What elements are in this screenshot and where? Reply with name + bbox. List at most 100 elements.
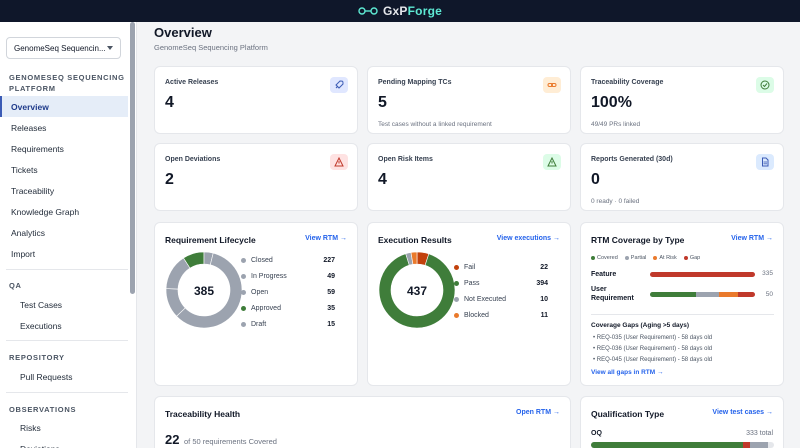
donut-total: 437: [406, 284, 428, 298]
bar-segment: [750, 442, 769, 448]
sidebar-divider: [6, 269, 128, 270]
coverage-gap-item[interactable]: • REQ-035 (User Requirement) - 58 days o…: [593, 335, 713, 341]
kpi-card-reports-generated[interactable]: Reports Generated (30d) 0 0 ready · 0 fa…: [580, 143, 784, 211]
observations-section-title: OBSERVATIONS: [9, 405, 77, 414]
sidebar-item-deviations[interactable]: Deviations: [0, 438, 128, 448]
project-section-title-line1: GENOMESEQ SEQUENCING: [9, 73, 125, 82]
document-icon: [756, 154, 774, 170]
legend-item: At Risk: [653, 255, 677, 261]
brand-name[interactable]: GxPForge: [383, 4, 442, 18]
kpi-card-pending-mapping[interactable]: Pending Mapping TCs 5 Test cases without…: [367, 66, 571, 134]
legend-value: 59: [327, 288, 335, 296]
sidebar-divider: [6, 340, 128, 341]
kpi-hint: 0 ready · 0 failed: [591, 198, 640, 205]
donut-slice-closed[interactable]: [176, 252, 243, 329]
kpi-card-active-releases[interactable]: Active Releases 4: [154, 66, 358, 134]
view-all-gaps-link[interactable]: View all gaps in RTM →: [591, 369, 664, 376]
panel-divider: [591, 314, 774, 315]
project-section-title-line2: PLATFORM: [9, 84, 56, 93]
legend-dot: [241, 257, 246, 263]
requirement-lifecycle-donut: [165, 251, 243, 329]
kpi-value: 5: [378, 94, 387, 111]
sidebar-item-traceability[interactable]: Traceability: [11, 185, 55, 196]
panel-title: Requirement Lifecycle: [165, 235, 256, 245]
panel-title: RTM Coverage by Type: [591, 235, 685, 245]
donut-slice-pass[interactable]: [378, 253, 456, 329]
bar-segment: [591, 442, 743, 448]
coverage-gap-item[interactable]: • REQ-045 (User Requirement) - 58 days o…: [593, 357, 713, 363]
legend-label: Open: [251, 288, 269, 296]
kpi-card-open-risk-items[interactable]: Open Risk Items 4: [367, 143, 571, 211]
project-section-title: GENOMESEQ SEQUENCING PLATFORM: [9, 72, 125, 94]
kpi-label: Active Releases: [165, 79, 219, 86]
sidebar: GenomeSeq Sequencin... GENOMESEQ SEQUENC…: [0, 22, 137, 448]
open-rtm-link[interactable]: Open RTM →: [516, 409, 560, 416]
sidebar-item-requirements[interactable]: Requirements: [11, 143, 64, 154]
kpi-value: 100%: [591, 94, 632, 111]
bar-segment: [742, 442, 751, 448]
legend-row: Not Executed 10: [454, 293, 548, 305]
legend-label: Gap: [689, 255, 701, 261]
project-select[interactable]: GenomeSeq Sequencin...: [6, 37, 121, 59]
covered-count-subtitle: of 50 requirements Covered: [184, 437, 277, 446]
legend-row: Open 59: [241, 286, 335, 298]
chevron-down-icon: [107, 46, 113, 50]
legend-dot: [241, 305, 246, 311]
sidebar-item-executions[interactable]: Executions: [20, 320, 62, 331]
kpi-label: Reports Generated (30d): [591, 156, 673, 163]
view-executions-link[interactable]: View executions →: [496, 235, 560, 242]
coverage-legend: Covered Partial At Risk Gap: [591, 255, 700, 261]
rocket-icon: [330, 77, 348, 93]
legend-label: Draft: [251, 320, 267, 328]
bar-segment: [650, 292, 697, 297]
sidebar-item-analytics[interactable]: Analytics: [11, 227, 46, 238]
legend-value: 227: [323, 256, 335, 264]
brand-prefix: GxP: [383, 4, 408, 18]
legend-value: 10: [540, 295, 548, 303]
sidebar-item-knowledge-graph[interactable]: Knowledge Graph: [11, 206, 80, 217]
legend-dot: [241, 321, 246, 327]
kpi-value: 0: [591, 171, 600, 188]
legend-dot: [454, 312, 459, 318]
sidebar-item-risks[interactable]: Risks: [20, 422, 41, 433]
sidebar-item-pull-requests[interactable]: Pull Requests: [20, 371, 73, 382]
donut-slice-blocked[interactable]: [410, 251, 418, 265]
legend-row: In Progress 49: [241, 270, 335, 282]
kpi-value: 4: [165, 94, 174, 111]
coverage-gaps-title: Coverage Gaps (Aging >5 days): [591, 322, 690, 329]
sidebar-item-releases[interactable]: Releases: [11, 122, 47, 133]
coverage-gap-item[interactable]: • REQ-036 (User Requirement) - 58 days o…: [593, 346, 713, 352]
bar-segment: [719, 292, 739, 297]
page-title: Overview: [154, 25, 212, 40]
donut-slice-open[interactable]: [165, 257, 191, 290]
warning-icon: [330, 154, 348, 170]
legend-label: Fail: [464, 263, 476, 271]
sidebar-item-import[interactable]: Import: [11, 248, 36, 259]
legend-label: Closed: [251, 256, 273, 264]
legend-value: 22: [540, 263, 548, 271]
traceability-health-panel: Traceability Health Open RTM → 22 of 50 …: [154, 396, 571, 448]
execution-results-panel: Execution Results View executions → 437 …: [367, 222, 571, 386]
kpi-card-traceability-coverage[interactable]: Traceability Coverage 100% 49/49 PRs lin…: [580, 66, 784, 134]
view-rtm-link[interactable]: View RTM →: [305, 235, 347, 242]
sidebar-scrollbar[interactable]: [130, 22, 135, 294]
sidebar-item-overview[interactable]: Overview: [0, 96, 128, 117]
view-test-cases-link[interactable]: View test cases →: [712, 409, 773, 416]
kpi-label: Traceability Coverage: [591, 79, 664, 86]
warning-icon: [543, 154, 561, 170]
legend-label: Blocked: [464, 311, 489, 319]
donut-total: 385: [193, 284, 215, 298]
execution-results-donut: [378, 251, 456, 329]
page-subtitle: GenomeSeq Sequencing Platform: [154, 43, 268, 52]
legend-item: Gap: [683, 255, 701, 261]
qualification-bar: [591, 442, 774, 448]
sidebar-item-test-cases[interactable]: Test Cases: [20, 299, 63, 310]
kpi-card-open-deviations[interactable]: Open Deviations 2: [154, 143, 358, 211]
sidebar-item-tickets[interactable]: Tickets: [11, 164, 38, 175]
legend-label: Not Executed: [464, 295, 507, 303]
kpi-value: 4: [378, 171, 387, 188]
bar-segment: [738, 292, 755, 297]
legend-dot: [241, 289, 246, 295]
qualification-type-panel: Qualification Type View test cases → OQ …: [580, 396, 784, 448]
view-rtm-link[interactable]: View RTM →: [731, 235, 773, 242]
